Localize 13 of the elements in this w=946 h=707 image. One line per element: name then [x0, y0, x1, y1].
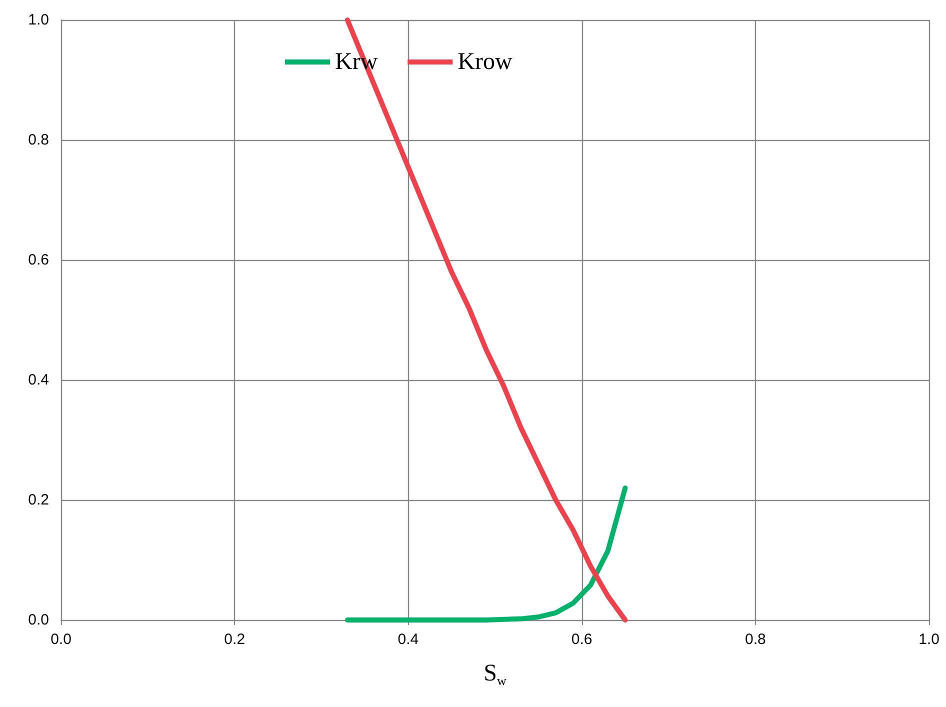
x-tick-label: 0.0 — [50, 631, 72, 648]
legend-label: Krow — [458, 49, 513, 75]
y-tick-label: 1.0 — [28, 12, 49, 28]
x-tick-label: 0.6 — [571, 631, 592, 648]
y-tick-label: 0.4 — [28, 372, 49, 388]
y-tick-label: 0.6 — [28, 252, 49, 268]
x-tick-label: 0.4 — [398, 631, 419, 648]
y-tick-label: 0.8 — [28, 132, 49, 148]
y-tick-label: 0.0 — [28, 612, 49, 628]
y-tick-label: 0.2 — [28, 492, 49, 508]
x-tick-label: 0.2 — [224, 631, 246, 648]
x-tick-label: 0.8 — [744, 631, 766, 648]
x-tick-label: 1.0 — [918, 631, 940, 648]
